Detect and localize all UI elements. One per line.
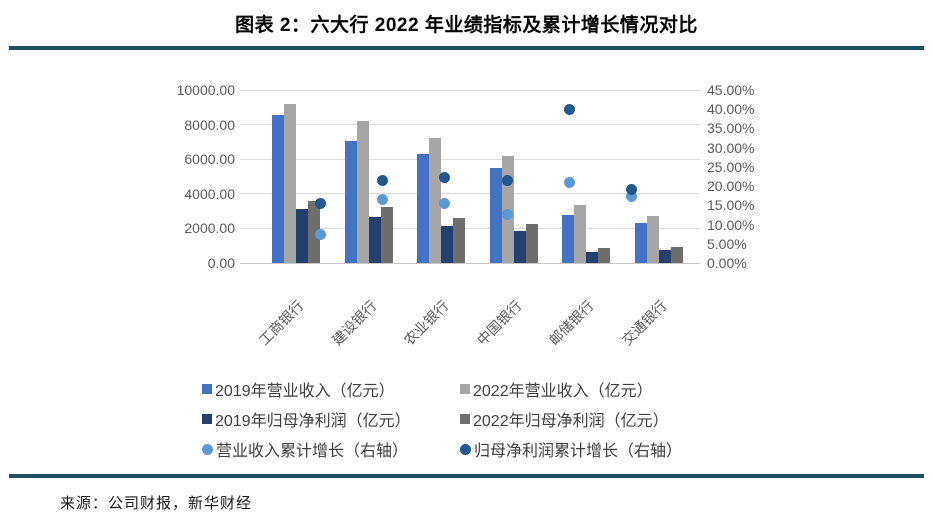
- bar-1: [490, 167, 502, 263]
- legend-label: 2022年归母净利润（亿元）: [473, 413, 669, 430]
- left-axis-tick-label: 10000.00: [176, 82, 235, 98]
- legend-label: 归母净利润累计增长（右轴）: [474, 443, 683, 460]
- bar-1: [417, 154, 429, 263]
- profit-growth-dot: [314, 198, 326, 210]
- legend-square-marker-icon: [460, 414, 470, 424]
- profit-growth-dot: [438, 172, 450, 184]
- revenue-growth-dot: [376, 193, 388, 205]
- legend-square-marker-icon: [202, 384, 212, 394]
- revenue-growth-dot: [563, 176, 575, 188]
- bar-2: [429, 137, 441, 263]
- legend-label: 2019年营业收入（亿元）: [215, 383, 395, 400]
- bar-2: [284, 104, 296, 263]
- legend-circle-marker-icon: [460, 443, 471, 455]
- top-divider-rule: [9, 46, 924, 50]
- figure-title: 图表 2：六大行 2022 年业绩指标及累计增长情况对比: [235, 15, 698, 36]
- bar-1: [635, 222, 647, 263]
- bar-1: [345, 140, 357, 263]
- legend-item: 归母净利润累计增长（右轴）: [460, 439, 683, 460]
- profit-growth-dot: [625, 183, 637, 195]
- right-axis-tick-label: 20.00%: [707, 178, 755, 195]
- bar-4: [381, 206, 393, 263]
- gridline: [240, 124, 700, 126]
- profit-growth-dot: [501, 175, 513, 187]
- legend-item: 2022年归母净利润（亿元）: [460, 409, 669, 430]
- left-axis-tick-label: 0.00: [207, 255, 235, 271]
- gridline: [240, 193, 700, 195]
- bar-3: [296, 208, 308, 263]
- bar-3: [441, 226, 453, 263]
- revenue-growth-dot: [438, 197, 450, 209]
- gridline: [240, 89, 700, 91]
- left-axis-tick-label: 6000.00: [184, 151, 235, 168]
- bar-4: [598, 248, 610, 263]
- bar-4: [308, 200, 320, 263]
- right-axis-tick-label: 45.00%: [707, 82, 755, 98]
- bar-1: [272, 115, 284, 263]
- right-axis-tick-label: 5.00%: [707, 235, 747, 252]
- revenue-growth-dot: [314, 229, 326, 241]
- revenue-growth-dot: [625, 190, 637, 202]
- right-axis-tick-label: 0.00%: [707, 255, 747, 271]
- right-axis-tick-label: 25.00%: [707, 158, 755, 175]
- legend-item: 营业收入累计增长（右轴）: [202, 439, 409, 460]
- right-axis-tick-label: 10.00%: [707, 216, 755, 233]
- bar-2: [574, 205, 586, 263]
- legend-item: 2019年营业收入（亿元）: [202, 379, 395, 400]
- legend-item: 2022年营业收入（亿元）: [460, 379, 653, 400]
- profit-growth-dot: [376, 175, 388, 187]
- right-axis-tick-label: 35.00%: [707, 120, 755, 137]
- revenue-growth-dot: [501, 209, 513, 221]
- legend-circle-marker-icon: [202, 443, 213, 455]
- left-axis-tick-label: 4000.00: [184, 185, 235, 202]
- right-axis-tick-label: 30.00%: [707, 139, 755, 156]
- profit-growth-dot: [563, 104, 575, 116]
- left-axis-tick-label: 2000.00: [184, 220, 235, 237]
- legend-label: 营业收入累计增长（右轴）: [216, 443, 409, 460]
- legend-label: 2019年归母净利润（亿元）: [215, 413, 411, 430]
- legend-square-marker-icon: [202, 414, 212, 424]
- bar-4: [671, 247, 683, 263]
- bar-3: [369, 216, 381, 263]
- legend-square-marker-icon: [460, 384, 470, 394]
- bar-3: [659, 249, 671, 263]
- bar-3: [514, 230, 526, 263]
- source-caption: 来源：公司财报，新华财经: [60, 496, 253, 512]
- bottom-divider-rule: [9, 474, 924, 478]
- bar-2: [647, 215, 659, 263]
- right-axis-tick-label: 15.00%: [707, 197, 755, 214]
- bar-4: [526, 223, 538, 263]
- bar-2: [357, 120, 369, 263]
- x-axis-line: [240, 262, 700, 264]
- bar-1: [562, 215, 574, 263]
- legend-item: 2019年归母净利润（亿元）: [202, 409, 411, 430]
- bar-4: [453, 218, 465, 263]
- bar-3: [586, 252, 598, 263]
- gridline: [240, 158, 700, 160]
- left-axis-tick-label: 8000.00: [184, 116, 235, 133]
- right-axis-tick-label: 40.00%: [707, 101, 755, 118]
- legend-label: 2022年营业收入（亿元）: [473, 383, 653, 400]
- gridline: [240, 227, 700, 229]
